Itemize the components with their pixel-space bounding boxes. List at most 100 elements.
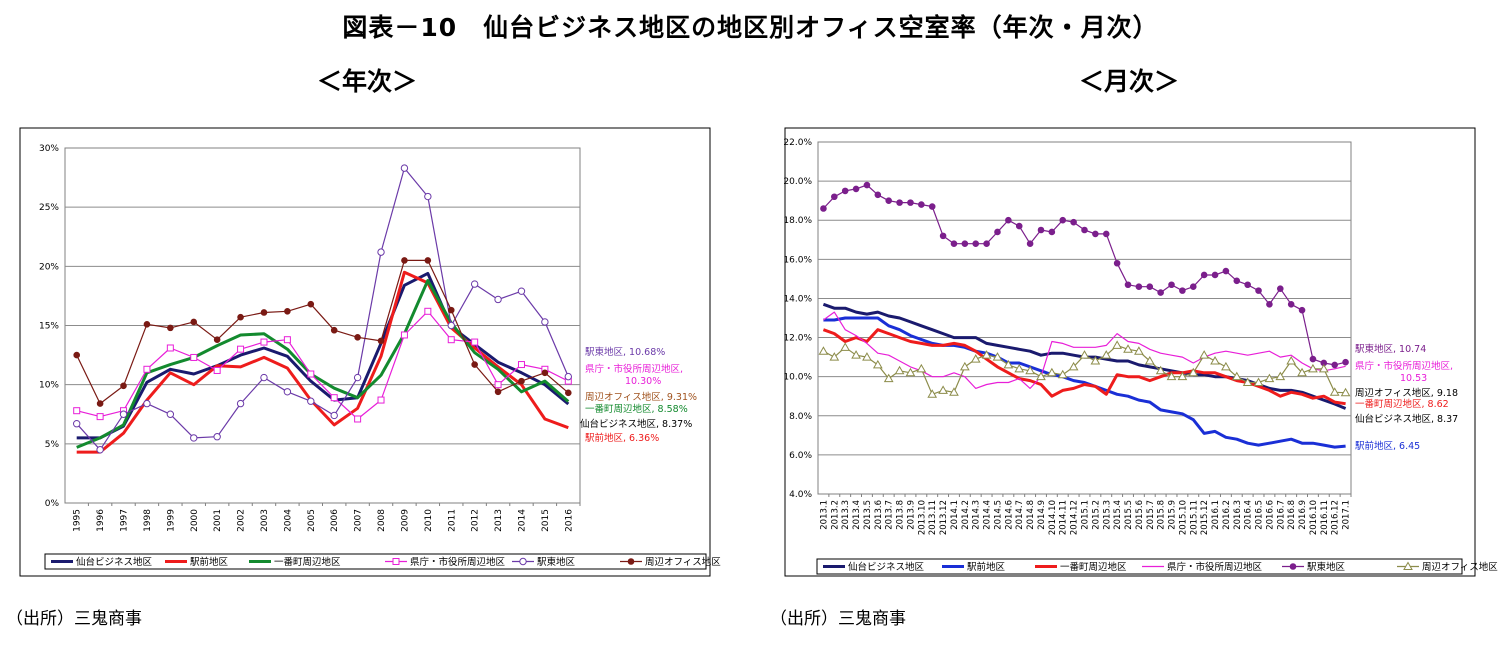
series-line: [76, 279, 570, 449]
data-point: [1037, 226, 1045, 234]
data-point: [213, 336, 221, 344]
end-label: 一番町周辺地区, 8.58%: [585, 403, 688, 415]
x-tick-label: 2015.11: [1189, 500, 1199, 535]
data-point: [1200, 271, 1208, 279]
end-label: 県庁・市役所周辺地区,: [585, 363, 683, 375]
legend-item: 駅前地区: [165, 556, 229, 568]
data-point: [1144, 356, 1155, 365]
x-tick-label: 2016.6: [1265, 500, 1275, 530]
x-tick-label: 2013.10: [917, 500, 927, 535]
legend-item: 県庁・市役所周辺地区: [1142, 561, 1263, 573]
end-label: 仙台ビジネス地区, 8.37%: [580, 418, 692, 430]
x-tick-label: 2016.8: [1287, 500, 1297, 530]
data-point: [907, 199, 914, 206]
x-tick-label: 2002: [237, 509, 247, 532]
source-note-right: （出所）三鬼商事: [770, 609, 906, 629]
data-point: [1222, 267, 1230, 275]
x-tick-label: 2015.10: [1178, 500, 1188, 535]
data-point: [818, 346, 829, 355]
legend-box: [816, 558, 1463, 575]
data-point: [992, 352, 1003, 361]
legend-label: 周辺オフィス地区: [645, 556, 721, 568]
data-point: [330, 394, 338, 402]
data-point: [307, 397, 315, 405]
end-label: 仙台ビジネス地区, 8.37: [1355, 413, 1458, 425]
data-point: [950, 240, 958, 247]
data-point: [1057, 369, 1068, 379]
data-point: [330, 326, 338, 334]
series-line: [823, 311, 1346, 389]
data-point: [885, 197, 893, 204]
data-point: [1112, 340, 1122, 349]
data-point: [166, 410, 175, 418]
x-tick-label: 2014.11: [1059, 500, 1069, 535]
x-tick-label: 2015.4: [1113, 500, 1123, 530]
data-point: [424, 307, 432, 315]
data-point: [1179, 287, 1186, 294]
x-tick-label: 2016.5: [1255, 500, 1265, 530]
data-point: [1157, 289, 1164, 296]
x-tick-label: 2008: [377, 509, 387, 532]
series-line: [76, 259, 569, 405]
x-tick-label: 1997: [120, 509, 130, 532]
data-point: [307, 370, 315, 378]
data-point: [73, 407, 81, 415]
x-tick-label: 2016: [564, 509, 574, 532]
data-point: [96, 446, 104, 454]
data-point: [1231, 371, 1242, 381]
x-tick-label: 2009: [400, 509, 410, 532]
data-point: [119, 410, 128, 418]
data-point: [143, 321, 151, 328]
data-point: [1297, 367, 1307, 377]
data-point: [1242, 377, 1253, 387]
data-point: [1255, 287, 1262, 294]
y-tick-label: 14.0%: [783, 294, 812, 304]
x-tick-label: 2013.6: [874, 500, 884, 530]
data-point: [400, 331, 408, 339]
data-point: [96, 413, 104, 421]
data-point: [1211, 271, 1219, 279]
y-tick-label: 0%: [45, 499, 60, 509]
legend-box: [44, 553, 707, 570]
data-point: [143, 365, 151, 373]
data-point: [1221, 361, 1231, 371]
page-title: 図表－10 仙台ビジネス地区の地区別オフィス空室率（年次・月次）: [342, 13, 1159, 42]
data-point: [970, 354, 981, 363]
x-tick-label: 2013: [494, 509, 504, 532]
series-line: [822, 328, 1346, 406]
data-point: [167, 324, 174, 332]
data-point: [517, 287, 526, 295]
line-series-3: [73, 307, 572, 423]
y-tick-label: 6.0%: [789, 451, 812, 461]
data-point: [213, 366, 221, 374]
data-point: [918, 201, 925, 208]
x-tick-label: 2013.8: [896, 500, 906, 530]
data-point: [283, 388, 292, 396]
x-tick-label: 2015.2: [1091, 500, 1101, 530]
x-tick-label: 1995: [73, 509, 83, 532]
data-point: [1188, 367, 1199, 377]
data-point: [1079, 350, 1090, 359]
y-tick-label: 22.0%: [783, 138, 812, 148]
end-label: 県庁・市役所周辺地区,: [1355, 360, 1453, 372]
data-point: [1233, 277, 1241, 285]
y-tick-label: 4.0%: [789, 490, 812, 500]
y-tick-label: 8.0%: [789, 412, 812, 422]
data-point: [1101, 350, 1112, 359]
data-point: [1090, 356, 1101, 365]
legend-item: 駅東地区: [512, 556, 576, 568]
legend-label: 駅東地区: [537, 556, 576, 568]
data-point: [1298, 306, 1306, 314]
data-point: [73, 420, 81, 428]
data-point: [1134, 346, 1144, 355]
data-point: [424, 192, 432, 201]
x-tick-label: 1996: [96, 509, 106, 532]
data-point: [939, 232, 947, 240]
x-tick-label: 2016.4: [1244, 500, 1254, 530]
data-point: [447, 336, 455, 344]
x-tick-label: 2016.1: [1211, 500, 1221, 530]
x-tick-label: 2015.1: [1081, 500, 1091, 530]
end-label: 一番町周辺地区, 8.62: [1355, 398, 1449, 410]
data-point: [840, 342, 851, 351]
